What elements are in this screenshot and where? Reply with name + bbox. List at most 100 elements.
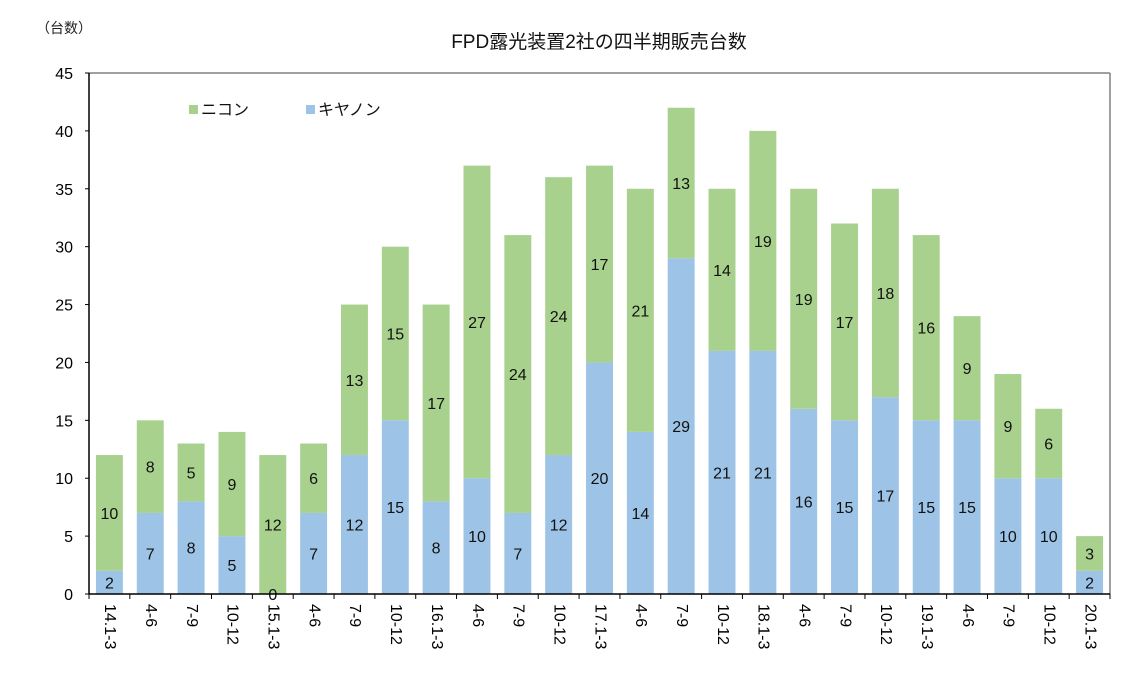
bar-canon	[1035, 478, 1063, 594]
data-label-canon: 17	[876, 489, 894, 506]
bar-nikon	[300, 443, 328, 513]
data-label-canon: 2	[1085, 575, 1094, 592]
data-label-nikon: 15	[386, 327, 404, 344]
y-tick-label: 40	[55, 124, 73, 141]
data-label-canon: 0	[268, 587, 277, 604]
x-tick-label: 16.1-3	[428, 604, 445, 649]
data-label-nikon: 9	[963, 361, 972, 378]
x-tick-label: 15.1-3	[265, 604, 282, 649]
bar-canon	[545, 455, 573, 594]
data-label-canon: 29	[672, 419, 690, 436]
bar-nikon	[912, 235, 940, 421]
bar-nikon	[177, 443, 205, 502]
legend-label-canon: キヤノン	[318, 102, 381, 119]
data-label-nikon: 17	[427, 396, 445, 413]
data-label-nikon: 5	[187, 465, 196, 482]
bar-canon	[218, 536, 246, 594]
data-label-canon: 12	[550, 518, 568, 535]
data-label-nikon: 19	[754, 234, 772, 251]
y-tick-label: 35	[55, 182, 73, 199]
x-tick-label: 7-9	[183, 604, 200, 627]
data-label-canon: 15	[958, 500, 976, 517]
x-tick-label: 20.1-3	[1081, 604, 1098, 649]
bar-canon	[953, 420, 981, 594]
bar-nikon	[790, 188, 818, 409]
x-tick-label: 7-9	[1000, 604, 1017, 627]
data-label-nikon: 10	[101, 506, 119, 523]
x-tick-label: 7-9	[836, 604, 853, 627]
bar-nikon	[953, 316, 981, 421]
x-tick-label: 10-12	[224, 604, 241, 645]
data-label-nikon: 17	[836, 315, 854, 332]
bar-nikon	[667, 107, 695, 259]
data-label-nikon: 6	[1044, 436, 1053, 453]
bar-canon	[667, 258, 695, 594]
data-label-nikon: 13	[346, 373, 364, 390]
x-tick-label: 14.1-3	[101, 604, 118, 649]
data-label-nikon: 24	[550, 309, 568, 326]
data-label-canon: 7	[146, 546, 155, 563]
bar-nikon	[422, 304, 450, 502]
x-tick-label: 17.1-3	[591, 604, 608, 649]
bar-canon	[626, 431, 654, 594]
data-label-nikon: 13	[672, 176, 690, 193]
bar-canon	[340, 455, 368, 594]
bar-nikon	[708, 188, 736, 351]
data-label-canon: 7	[513, 546, 522, 563]
bar-nikon	[1076, 536, 1104, 571]
data-label-canon: 5	[227, 558, 236, 575]
data-label-nikon: 14	[713, 263, 731, 280]
x-tick-label: 4-6	[469, 604, 486, 627]
data-label-canon: 7	[309, 546, 318, 563]
bar-nikon	[95, 455, 123, 571]
data-label-canon: 16	[795, 494, 813, 511]
bar-canon	[749, 350, 777, 594]
data-label-canon: 20	[591, 471, 609, 488]
data-label-nikon: 17	[591, 257, 609, 274]
x-tick-label: 10-12	[550, 604, 567, 645]
data-label-canon: 15	[386, 500, 404, 517]
chart-title: FPD露光装置2社の四半期販売台数	[451, 32, 747, 53]
bar-canon	[300, 512, 328, 594]
bar-nikon	[1035, 408, 1063, 479]
y-tick-label: 10	[55, 471, 73, 488]
bars-layer	[95, 107, 1104, 594]
data-label-nikon: 18	[876, 286, 894, 303]
data-label-nikon: 3	[1085, 546, 1094, 563]
data-label-canon: 14	[631, 506, 649, 523]
data-label-nikon: 27	[468, 315, 486, 332]
legend: ニコン キヤノン	[189, 102, 381, 119]
y-tick-label: 25	[55, 298, 73, 315]
data-label-canon: 15	[836, 500, 854, 517]
data-label-canon: 15	[917, 500, 935, 517]
data-label-canon: 10	[999, 529, 1017, 546]
bar-nikon	[504, 235, 532, 513]
bar-nikon	[626, 188, 654, 432]
bar-canon	[912, 420, 940, 594]
x-tick-label: 4-6	[305, 604, 322, 627]
data-label-canon: 8	[432, 541, 441, 558]
bar-canon	[177, 501, 205, 594]
data-label-canon: 12	[346, 518, 364, 535]
x-tick-label: 4-6	[795, 604, 812, 627]
bar-canon	[871, 397, 899, 594]
x-tick-label: 10-12	[877, 604, 894, 645]
data-label-nikon: 24	[509, 367, 527, 384]
bar-canon	[790, 408, 818, 594]
data-labels-layer: 2 10 7 8 8 5 5 9 0 12 7 6 12 13 15 15 8 17 10 27 7 24 12 24 20 17…	[101, 176, 1095, 604]
data-label-nikon: 21	[631, 303, 649, 320]
x-tick-label: 10-12	[1041, 604, 1058, 645]
bar-canon	[708, 350, 736, 594]
legend-swatch-canon	[306, 105, 315, 114]
x-tick-label: 19.1-3	[918, 604, 935, 649]
legend-swatch-nikon	[189, 105, 198, 114]
y-tick-label: 45	[55, 66, 73, 83]
bar-nikon	[218, 431, 246, 537]
x-tick-label: 18.1-3	[755, 604, 772, 649]
y-tick-label: 15	[55, 413, 73, 430]
x-tick-label: 4-6	[632, 604, 649, 627]
y-tick-label: 0	[64, 587, 73, 604]
data-label-nikon: 9	[1003, 419, 1012, 436]
bar-canon	[136, 512, 164, 594]
